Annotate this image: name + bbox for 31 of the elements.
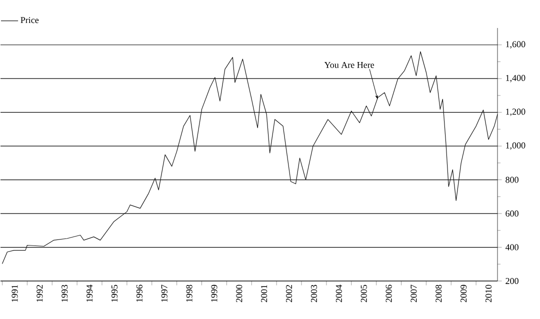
- legend-label: Price: [20, 17, 39, 24]
- x-tick-label: 1992: [36, 285, 43, 302]
- annotation: You Are Here: [324, 62, 374, 68]
- line-series: [2, 51, 498, 264]
- x-tick-label: 1991: [12, 285, 18, 302]
- x-tick-label: 2006: [386, 284, 392, 302]
- y-tick-label: 800: [506, 176, 518, 183]
- x-tick-label: 2009: [460, 284, 467, 302]
- x-tick-label: 1993: [62, 284, 68, 302]
- x-tick-label: 1997: [161, 284, 168, 302]
- y-tick-label: 1,200: [506, 108, 526, 116]
- y-tick-label: 200: [506, 278, 518, 284]
- x-tick-label: 2003: [310, 284, 318, 302]
- x-tick-label: 2005: [360, 284, 367, 302]
- x-tick-label: 2007: [410, 284, 417, 302]
- y-tick-label: 1,400: [506, 74, 526, 82]
- x-tick-label: 2008: [436, 284, 442, 302]
- y-tick-label: 1,600: [506, 41, 526, 49]
- x-tick-label: 1994: [86, 284, 93, 302]
- x-tick-label: 2000: [236, 284, 242, 302]
- x-tick-label: 1996: [136, 284, 142, 302]
- x-tick-label: 1998: [186, 284, 192, 302]
- x-tick-label: 2002: [286, 285, 292, 302]
- y-tick-label: 600: [506, 210, 518, 217]
- x-tick-label: 1995: [111, 284, 118, 302]
- x-tick-label: 2010: [485, 284, 492, 302]
- y-tick-label: 1,000: [506, 142, 526, 150]
- x-tick-label: 1999: [211, 284, 218, 302]
- y-tick-label: 400: [505, 244, 518, 250]
- x-tick-label: 2004: [336, 284, 342, 302]
- x-tick-label: 2001: [261, 285, 268, 302]
